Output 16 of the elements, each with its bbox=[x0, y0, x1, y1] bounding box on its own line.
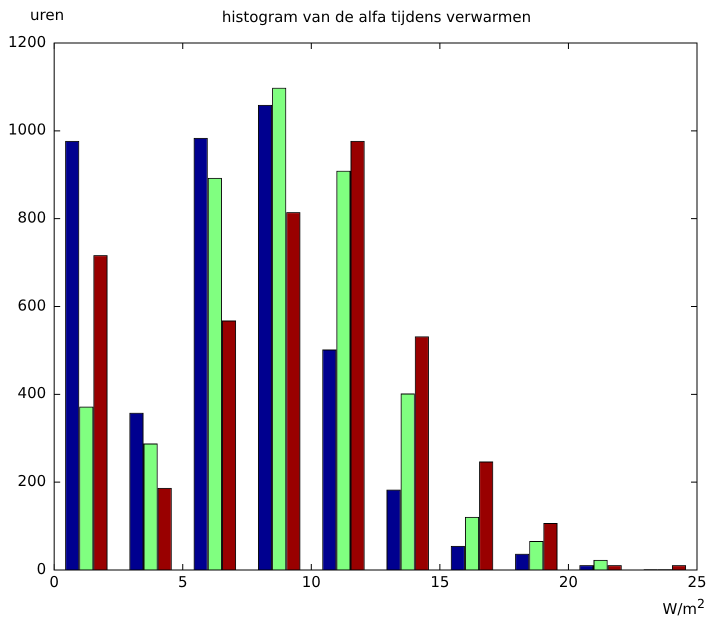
y-tick-label: 200 bbox=[18, 472, 46, 490]
y-tick-label: 400 bbox=[18, 384, 46, 402]
y-tick-label: 1000 bbox=[8, 120, 46, 139]
y-tick-label: 600 bbox=[18, 296, 46, 314]
y-tick-label: 800 bbox=[18, 208, 46, 227]
x-tick-label: 10 bbox=[302, 572, 321, 591]
y-axis-title: uren bbox=[30, 6, 64, 24]
y-tick-label: 1200 bbox=[8, 32, 46, 51]
x-tick-label: 20 bbox=[558, 572, 578, 591]
y-tick-label: 0 bbox=[36, 560, 46, 578]
x-axis-title: W/m$^{2}$ bbox=[662, 596, 705, 618]
x-tick-label: 0 bbox=[49, 572, 59, 591]
chart-title: histogram van de alfa tijdens verwarmen bbox=[222, 8, 532, 26]
x-tick-label: 5 bbox=[178, 572, 188, 591]
x-tick-label: 15 bbox=[430, 572, 450, 591]
x-tick-label: 25 bbox=[687, 572, 707, 591]
